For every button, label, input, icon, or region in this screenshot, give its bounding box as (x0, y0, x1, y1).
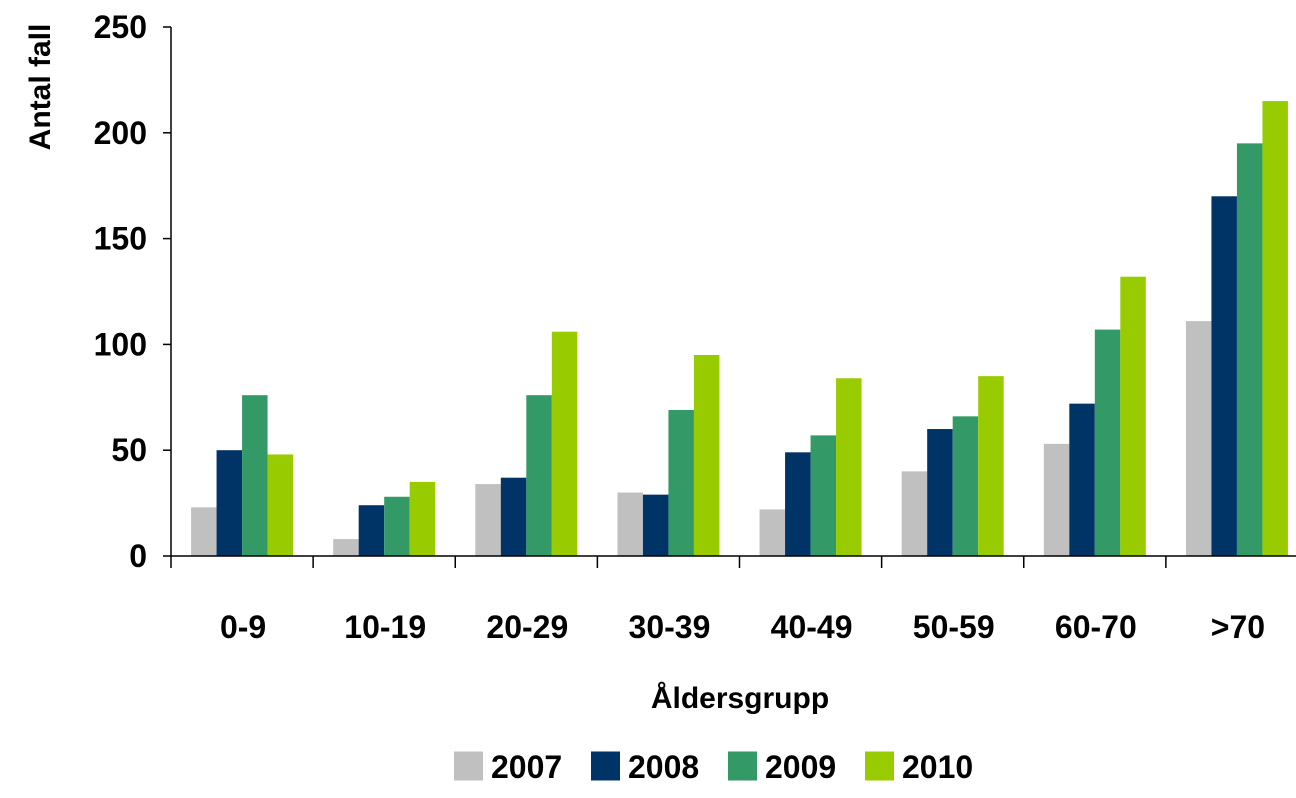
y-ticks: 0 50 100 150 200 250 (94, 9, 171, 574)
legend-label-2009: 2009 (765, 749, 836, 785)
x-tick-label: 30-39 (629, 609, 711, 645)
y-tick-label: 150 (94, 221, 147, 257)
bar-2010-50-59 (978, 376, 1004, 556)
x-tick-label: 60-70 (1055, 609, 1137, 645)
x-tick-label: 10-19 (344, 609, 426, 645)
bar-2007-50-59 (901, 471, 928, 556)
bar-2008-10-19 (358, 505, 385, 556)
bar-2008-0-9 (216, 450, 243, 556)
bar-2010-40-49 (836, 378, 862, 556)
x-axis-title: Åldersgrupp (651, 682, 829, 715)
bar-2007-60-70 (1043, 443, 1070, 556)
bar-2008-50-59 (927, 429, 953, 556)
bar-2008-40-49 (785, 452, 811, 556)
x-tick-label: >70 (1211, 609, 1265, 645)
x-ticks: 0-9 10-19 20-29 30-39 40-49 50-59 60-70 >70 (170, 556, 1265, 645)
bar-2010-20-29 (551, 331, 578, 556)
bar-2009-0-9 (242, 395, 268, 556)
y-tick-label: 200 (94, 115, 147, 151)
bar-2009-20-29 (526, 395, 552, 556)
legend-label-2008: 2008 (628, 749, 699, 785)
bar-2009-30-39 (668, 409, 694, 556)
y-tick-label: 100 (94, 326, 147, 362)
bar-2007-40-49 (759, 509, 786, 556)
bar-2009-60-70 (1094, 329, 1121, 556)
bar-2009-10-19 (384, 496, 410, 556)
bar-2009->70 (1236, 143, 1263, 556)
bar-2007-30-39 (617, 492, 643, 556)
legend: 2007 2008 2009 2010 (454, 749, 973, 785)
bar-2010-60-70 (1120, 276, 1146, 556)
bar-2007-20-29 (475, 484, 501, 556)
x-tick-label: 0-9 (220, 609, 266, 645)
bar-2010-10-19 (409, 481, 436, 556)
bar-2010-30-39 (693, 354, 720, 556)
y-tick-label: 0 (129, 538, 147, 574)
bars-group (191, 101, 1288, 556)
bar-2008-20-29 (500, 477, 527, 556)
bar-2008-60-70 (1069, 403, 1095, 556)
legend-label-2007: 2007 (491, 749, 562, 785)
bar-2009-50-59 (952, 416, 979, 556)
bar-2007-10-19 (333, 539, 359, 556)
x-tick-label: 20-29 (486, 609, 568, 645)
legend-swatch-2009 (728, 751, 757, 781)
bar-2009-40-49 (810, 435, 837, 556)
x-tick-label: 50-59 (913, 609, 995, 645)
legend-swatch-2010 (865, 751, 894, 781)
legend-swatch-2007 (454, 751, 483, 781)
legend-swatch-2008 (591, 751, 620, 781)
bar-2010-0-9 (267, 454, 294, 556)
legend-label-2010: 2010 (902, 749, 973, 785)
bar-2008-30-39 (642, 494, 669, 556)
x-tick-label: 40-49 (771, 609, 853, 645)
bar-2007->70 (1185, 321, 1212, 556)
y-axis-title: Antal fall (24, 24, 57, 151)
bar-2008->70 (1211, 196, 1237, 556)
bar-2007-0-9 (191, 507, 217, 556)
y-tick-label: 50 (111, 432, 147, 468)
bar-2010->70 (1262, 101, 1288, 556)
y-tick-label: 250 (94, 9, 147, 45)
